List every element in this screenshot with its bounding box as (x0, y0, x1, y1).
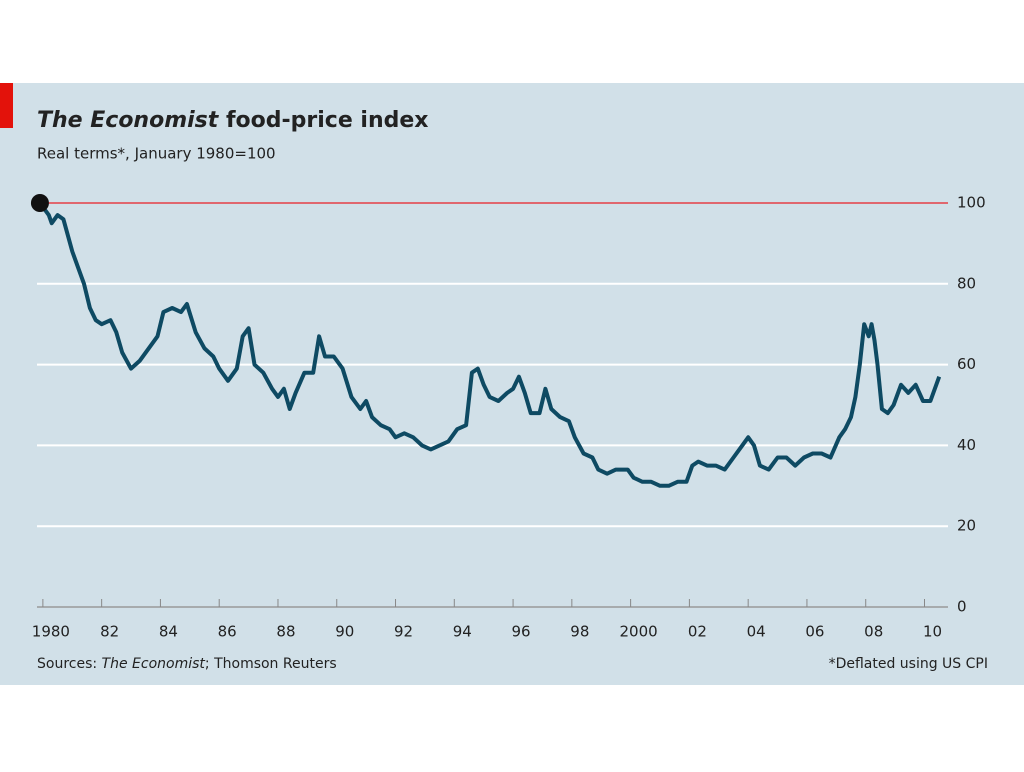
subtitle: Real terms*, January 1980=100 (37, 145, 276, 163)
red-tag (0, 83, 13, 128)
x-tick-label: 1980 (32, 623, 70, 641)
start-dot (30, 194, 49, 212)
title-italic: The Economist (37, 108, 220, 133)
line-series (38, 201, 942, 488)
x-tick-label: 84 (159, 623, 178, 641)
y-tick-label: 100 (957, 194, 986, 212)
y-tick-label: 0 (957, 598, 967, 616)
title-rest: food-price index (226, 108, 429, 133)
y-tick-label: 20 (957, 517, 976, 535)
x-tick-label: 10 (923, 623, 942, 641)
x-tick-label: 02 (688, 623, 707, 641)
footnote: *Deflated using US CPI (829, 656, 988, 672)
x-tick-label: 92 (394, 623, 413, 641)
x-tick-label: 2000 (620, 623, 658, 641)
source-a: Sources: (37, 656, 102, 672)
x-tick-label: 08 (864, 623, 883, 641)
source: Sources: The Economist; Thomson Reuters (37, 656, 337, 672)
x-tick-label: 98 (570, 623, 589, 641)
x-tick-label: 94 (453, 623, 472, 641)
x-tick-label: 82 (100, 623, 119, 641)
x-tick-label: 86 (218, 623, 237, 641)
y-tick-label: 80 (957, 274, 976, 292)
x-tick-label: 04 (747, 623, 766, 641)
panel (0, 83, 1024, 685)
x-tick-label: 06 (805, 623, 824, 641)
source-c: ; Thomson Reuters (205, 656, 337, 672)
chart-title: The Economist food-price index (37, 108, 428, 133)
x-tick-label: 90 (335, 623, 354, 641)
y-tick-label: 60 (957, 355, 976, 373)
x-tick-label: 88 (276, 623, 295, 641)
source-b: The Economist (102, 656, 206, 672)
x-tick-label: 96 (512, 623, 531, 641)
y-tick-label: 40 (957, 436, 976, 454)
